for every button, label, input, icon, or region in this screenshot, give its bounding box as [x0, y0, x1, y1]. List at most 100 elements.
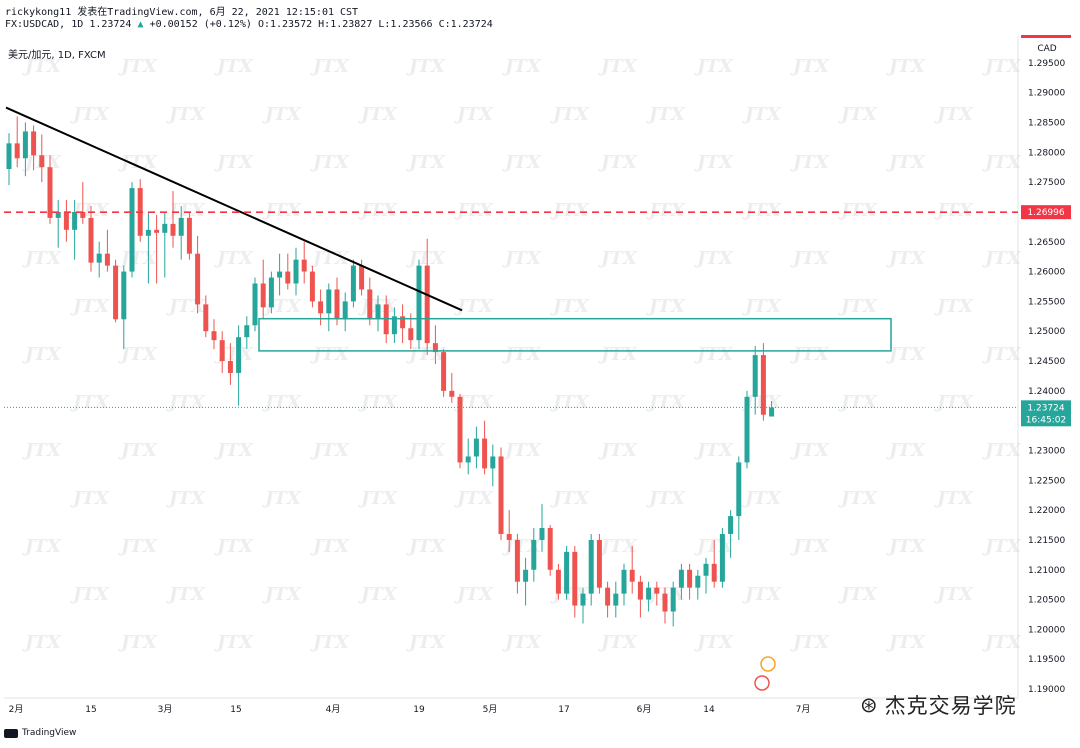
- watermark-text: JTX: [454, 296, 494, 317]
- candle-body: [547, 528, 553, 570]
- candle-body: [203, 304, 209, 332]
- last-value: 1.23724: [89, 19, 132, 30]
- watermark-text: JTX: [742, 104, 782, 125]
- candle-body: [391, 316, 397, 335]
- x-tick-label: 14: [703, 705, 715, 715]
- candle-body: [605, 587, 611, 606]
- candle-body: [687, 569, 693, 588]
- publish-info: rickykong11 发表在TradingView.com, 6月 22, 2…: [5, 7, 359, 18]
- watermark-text: JTX: [694, 344, 734, 365]
- watermark-text: JTX: [358, 104, 398, 125]
- watermark-text: JTX: [118, 152, 158, 173]
- tradingview-label: TradingView: [22, 728, 77, 738]
- watermark-text: JTX: [982, 56, 1022, 77]
- watermark-text: JTX: [598, 152, 638, 173]
- candle-body: [14, 143, 20, 159]
- x-tick-label: 3月: [158, 704, 173, 715]
- candle-body: [285, 271, 291, 284]
- watermark-text: JTX: [310, 536, 350, 557]
- candle-body: [236, 337, 242, 373]
- watermark-text: JTX: [550, 296, 590, 317]
- watermark-text: JTX: [742, 200, 782, 221]
- candle-body: [367, 289, 373, 320]
- candle-body: [162, 223, 168, 233]
- y-tick-label: 1.26500: [1028, 238, 1065, 248]
- candle-body: [482, 438, 488, 469]
- watermark-text: JTX: [454, 584, 494, 605]
- candle-body: [219, 340, 225, 362]
- watermark-text: JTX: [70, 200, 110, 221]
- candle-body: [268, 277, 274, 308]
- watermark-text: JTX: [838, 104, 878, 125]
- candle-body: [195, 253, 201, 305]
- watermark-text: JTX: [886, 248, 926, 269]
- watermark-text: JTX: [694, 440, 734, 461]
- watermark-text: JTX: [214, 152, 254, 173]
- candle-body: [449, 390, 455, 397]
- x-tick-label: 6月: [637, 704, 652, 715]
- watermark-text: JTX: [646, 488, 686, 509]
- chart-header: rickykong11 发表在TradingView.com, 6月 22, 2…: [0, 0, 1080, 36]
- y-tick-label: 1.29500: [1028, 59, 1065, 69]
- watermark-text: JTX: [838, 296, 878, 317]
- x-tick-label: 19: [413, 705, 425, 715]
- watermark-text: JTX: [406, 632, 446, 653]
- resistance-label-bg: [1021, 205, 1071, 220]
- candle-body: [678, 569, 684, 588]
- candle-body: [596, 539, 602, 588]
- countdown-label: 16:45:02: [1026, 415, 1066, 425]
- watermark-text: JTX: [358, 488, 398, 509]
- price-change: +0.00152 (+0.12%): [149, 19, 252, 30]
- symbol-info: FX:USDCAD, 1D 1.23724 ▲ +0.00152 (+0.12%…: [5, 19, 493, 30]
- watermark-text: JTX: [70, 104, 110, 125]
- candle-body: [506, 533, 512, 540]
- candle-body: [711, 563, 717, 582]
- watermark-text: JTX: [214, 632, 254, 653]
- watermark-text: JTX: [358, 392, 398, 413]
- wechat-icon: ⊛: [860, 693, 879, 717]
- watermark-text: JTX: [70, 296, 110, 317]
- candle-body: [154, 229, 160, 233]
- candle-body: [342, 301, 348, 320]
- candle-body: [260, 283, 266, 308]
- candle-body: [6, 143, 12, 169]
- x-tick-label: 15: [85, 705, 96, 715]
- y-tick-label: 1.23000: [1028, 446, 1065, 456]
- watermark-text: JTX: [886, 632, 926, 653]
- watermark-text: JTX: [502, 248, 542, 269]
- candle-body: [416, 265, 422, 341]
- watermark-text: JTX: [934, 392, 974, 413]
- watermark-text: JTX: [598, 536, 638, 557]
- watermark-text: JTX: [646, 296, 686, 317]
- watermark-text: JTX: [838, 584, 878, 605]
- watermark-text: JTX: [502, 56, 542, 77]
- candle-body: [473, 438, 479, 457]
- watermark-text: JTX: [934, 488, 974, 509]
- y-tick-label: 1.22500: [1028, 476, 1065, 486]
- candle-body: [244, 325, 250, 338]
- watermark-text: JTX: [742, 584, 782, 605]
- y-tick-label: 1.27500: [1028, 178, 1065, 188]
- ohlc-values: O:1.23572 H:1.23827 L:1.23566 C:1.23724: [257, 19, 493, 30]
- watermark-text: JTX: [598, 440, 638, 461]
- watermark-text: JTX: [262, 200, 302, 221]
- watermark-text: JTX: [214, 56, 254, 77]
- watermark-text: JTX: [358, 584, 398, 605]
- candle-body: [662, 593, 668, 612]
- x-tick-label: 5月: [483, 704, 498, 715]
- watermark-text: JTX: [502, 344, 542, 365]
- currency-label: CAD: [1037, 44, 1056, 54]
- resistance-label: 1.26996: [1027, 208, 1064, 218]
- watermark-text: JTX: [982, 632, 1022, 653]
- candle-body: [703, 563, 709, 576]
- candle-body: [318, 301, 324, 314]
- x-tick-label: 17: [558, 705, 569, 715]
- watermark-text: JTX: [646, 200, 686, 221]
- watermark-text: JTX: [886, 344, 926, 365]
- watermark-text: JTX: [502, 440, 542, 461]
- candle-body: [728, 516, 734, 534]
- watermark-text: JTX: [358, 200, 398, 221]
- watermark-text: JTX: [406, 536, 446, 557]
- watermark-text: JTX: [454, 200, 494, 221]
